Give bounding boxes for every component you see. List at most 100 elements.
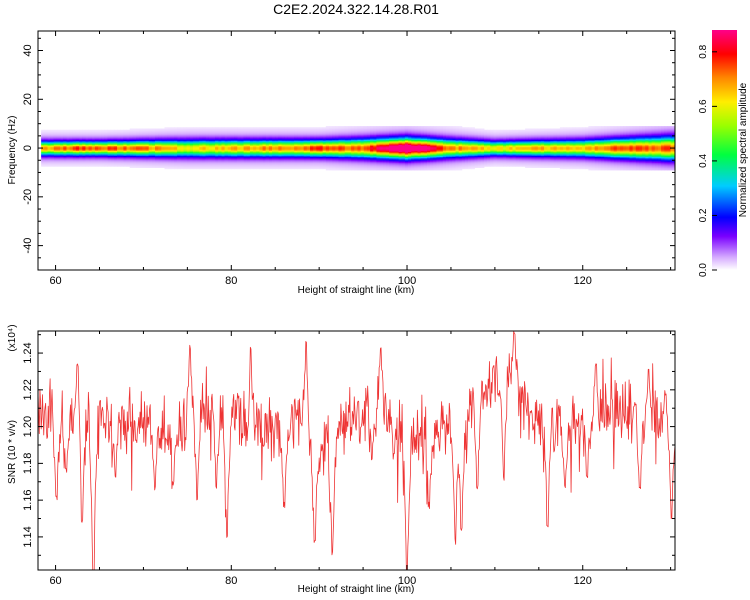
heatmap-cell [281, 151, 286, 154]
heatmap-cell [395, 129, 399, 132]
heatmap-cell [60, 143, 64, 145]
heatmap-cell [351, 144, 355, 147]
heatmap-cell [246, 156, 251, 159]
heatmap-cell [310, 166, 314, 168]
heatmap-cell [439, 126, 444, 128]
heatmap-cell [379, 161, 384, 164]
heatmap-cell [120, 144, 124, 147]
heatmap-cell [487, 161, 491, 164]
heatmap-cell [487, 132, 491, 134]
heatmap-cell [117, 152, 121, 155]
heatmap-cell [230, 146, 235, 149]
heatmap-cell [243, 148, 248, 150]
heatmap-cell [483, 152, 488, 155]
heatmap-cell [433, 137, 437, 139]
heatmap-cell [44, 149, 48, 151]
heatmap-cell [189, 132, 194, 134]
heatmap-cell [449, 145, 453, 148]
heatmap-cell [253, 146, 257, 149]
heatmap-cell [50, 148, 55, 150]
heatmap-cell [202, 132, 207, 134]
heatmap-cell [265, 130, 270, 133]
heatmap-cell [284, 155, 289, 157]
heatmap-cell [382, 141, 387, 144]
heatmap-cell [395, 126, 399, 128]
heatmap-cell [322, 154, 327, 156]
heatmap-cell [449, 146, 453, 149]
heatmap-cell [215, 167, 219, 170]
heatmap-cell [389, 127, 393, 129]
heatmap-cell [351, 129, 355, 132]
heatmap-cell [347, 128, 352, 131]
heatmap-cell [322, 150, 327, 153]
heatmap-cell [104, 144, 108, 147]
heatmap-cell [82, 141, 86, 144]
heatmap-cell [104, 141, 108, 144]
heatmap-cell [385, 138, 390, 140]
heatmap-cell [303, 149, 308, 151]
heatmap-cell [461, 159, 466, 161]
heatmap-cell [170, 160, 175, 162]
heatmap-cell [455, 154, 460, 156]
heatmap-cell [291, 162, 295, 165]
heatmap-cell [205, 129, 210, 132]
heatmap-cell [63, 139, 67, 142]
heatmap-cell [477, 146, 482, 149]
heatmap-cell [148, 154, 153, 156]
heatmap-cell [354, 134, 358, 137]
heatmap-cell [430, 135, 434, 138]
heatmap-cell [512, 163, 517, 166]
heatmap-cell [313, 134, 317, 137]
heatmap-cell [370, 138, 374, 140]
heatmap-cell [499, 141, 504, 144]
heatmap-cell [91, 161, 96, 164]
heatmap-cell [284, 163, 289, 166]
heatmap-cell [123, 163, 127, 166]
heatmap-cell [113, 161, 118, 164]
heatmap-cell [120, 132, 124, 134]
heatmap-cell [145, 134, 150, 137]
heatmap-cell [202, 146, 207, 149]
heatmap-cell [332, 155, 336, 157]
heatmap-cell [430, 154, 434, 156]
heatmap-cell [161, 143, 165, 145]
heatmap-cell [322, 152, 327, 155]
heatmap-cell [227, 144, 232, 147]
heatmap-cell [224, 163, 229, 166]
heatmap-cell [411, 138, 415, 140]
heatmap-cell [88, 155, 93, 157]
heatmap-cell [91, 134, 96, 137]
heatmap-cell [335, 149, 339, 151]
heatmap-cell [161, 135, 165, 138]
heatmap-cell [398, 152, 403, 155]
heatmap-cell [382, 157, 387, 160]
heatmap-cell [205, 157, 210, 160]
heatmap-cell [408, 133, 412, 136]
heatmap-cell [490, 152, 494, 155]
heatmap-cell [189, 161, 194, 164]
heatmap-cell [294, 152, 298, 155]
heatmap-cell [442, 146, 447, 149]
heatmap-cell [433, 141, 437, 144]
heatmap-cell [487, 165, 491, 167]
heatmap-cell [215, 132, 219, 134]
heatmap-cell [66, 163, 71, 166]
heatmap-cell [376, 141, 380, 144]
heatmap-cell [72, 151, 77, 154]
heatmap-cell [259, 149, 263, 151]
heatmap-cell [41, 163, 45, 166]
heatmap-cell [465, 167, 469, 170]
heatmap-cell [126, 150, 131, 153]
heatmap-cell [262, 160, 267, 162]
heatmap-cell [110, 138, 115, 140]
heatmap-cell [278, 149, 282, 151]
heatmap-cell [177, 137, 181, 139]
heatmap-cell [496, 132, 501, 134]
heatmap-cell [82, 157, 86, 160]
heatmap-cell [259, 141, 263, 144]
heatmap-cell [268, 150, 273, 153]
heatmap-cell [287, 157, 292, 160]
heatmap-cell [366, 137, 371, 139]
heatmap-cell [281, 127, 286, 129]
heatmap-cell [351, 151, 355, 154]
